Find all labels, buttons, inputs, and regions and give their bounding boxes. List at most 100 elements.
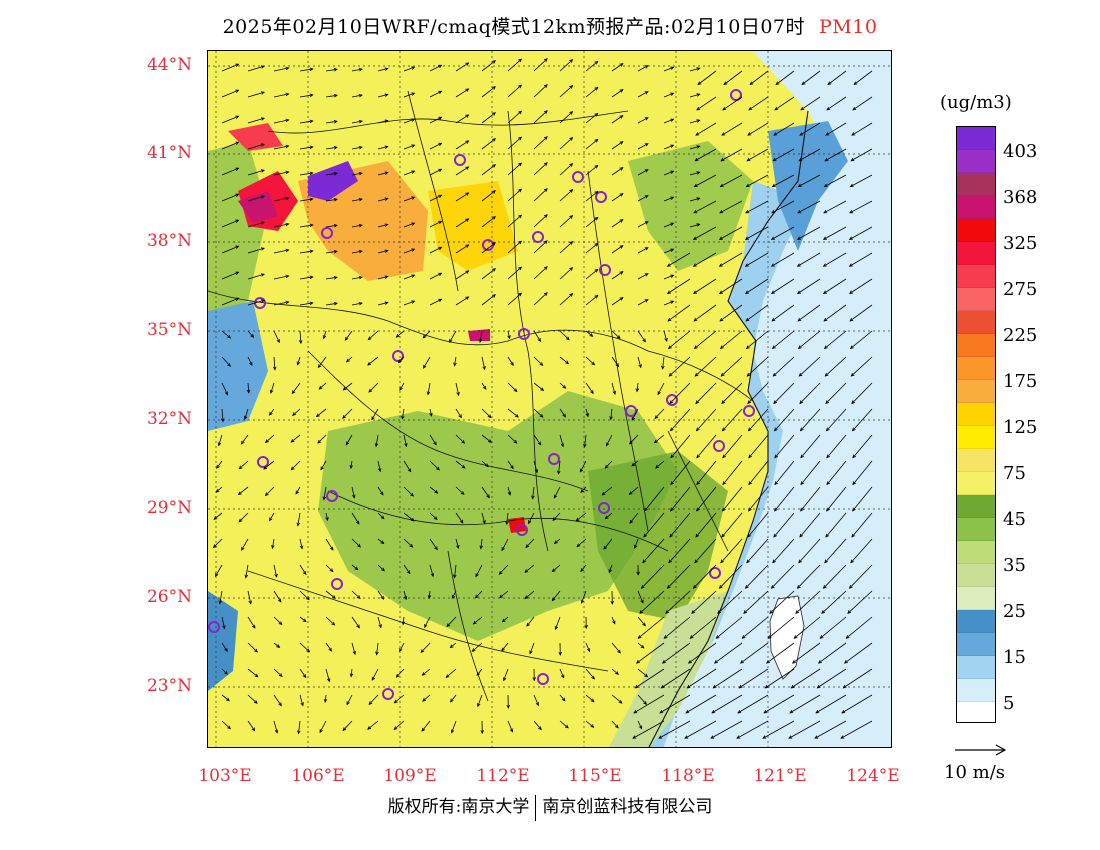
wind-arrowhead [465, 114, 470, 118]
wind-arrow [241, 434, 249, 445]
wind-arrowhead [644, 143, 649, 147]
wind-arrowhead [333, 145, 338, 150]
wind-arrow [748, 434, 769, 458]
wind-arrowhead [317, 364, 322, 369]
wind-arrowhead [465, 140, 470, 144]
wind-arrow [481, 60, 496, 72]
wind-arrow [669, 512, 691, 538]
colorbar-tick-368: 368 [1003, 187, 1038, 208]
wind-arrowhead [309, 145, 314, 150]
wind-arrow [694, 356, 717, 377]
wind-arrow [377, 146, 388, 150]
wind-arrowhead [543, 162, 548, 166]
wind-arrow [797, 304, 821, 322]
wind-arrow [455, 218, 469, 228]
wind-arrow [507, 266, 522, 280]
wind-arrowhead [273, 366, 277, 371]
wind-arrowhead [796, 236, 801, 240]
wind-arrowhead [333, 197, 338, 202]
wind-arrowhead [765, 660, 770, 664]
wind-arrowhead [426, 391, 431, 396]
wind-arrow [580, 486, 587, 493]
wind-arrowhead [594, 60, 599, 65]
wind-arrowhead [615, 724, 619, 729]
province-boundaries [208, 90, 754, 702]
wind-arrow [637, 273, 649, 280]
wind-arrow [585, 87, 599, 98]
wind-arrowhead [438, 116, 443, 121]
wind-arrow [477, 694, 483, 707]
wind-arrow [351, 590, 361, 599]
wind-arrow [368, 694, 379, 705]
wind-arrowhead [285, 170, 290, 175]
wind-arrowhead [438, 194, 443, 199]
magenta-region [238, 191, 278, 223]
wind-arrow [481, 294, 496, 306]
wind-arrowhead [488, 439, 492, 443]
wind-arrow [585, 165, 599, 176]
wind-arrow [403, 144, 415, 150]
wind-arrowhead [212, 544, 217, 549]
wind-arrowhead [371, 416, 375, 421]
green-region-southeast [588, 451, 728, 621]
wind-arrowhead [823, 209, 828, 214]
wind-arrow [221, 89, 239, 98]
wind-arrowhead [433, 516, 438, 521]
wind-arrow [533, 162, 548, 176]
wind-arrow [533, 330, 541, 342]
wind-arrow [507, 110, 522, 124]
wind-arrowhead [712, 684, 717, 689]
wind-arrow [429, 298, 442, 306]
city-marker [382, 688, 394, 700]
wind-arrow [377, 538, 384, 544]
wind-arrowhead [215, 572, 219, 577]
wind-arrowhead [616, 335, 621, 339]
wind-arrowhead [850, 372, 855, 377]
wind-arrow [558, 460, 561, 474]
wind-arrow [852, 460, 873, 485]
wind-arrow [368, 382, 379, 393]
wind-arrowhead [745, 209, 750, 214]
wind-arrowhead [565, 336, 570, 341]
wind-arrow [377, 460, 381, 472]
wind-arrow [421, 720, 431, 732]
wind-arrowhead [367, 726, 372, 730]
wind-arrow [377, 172, 388, 176]
wind-arrowhead [529, 650, 533, 655]
wind-arrowhead [438, 64, 443, 69]
wind-arrowhead [492, 242, 496, 246]
wind-arrowhead [235, 141, 240, 145]
wind-arrowhead [535, 702, 539, 707]
wind-arrow [631, 460, 639, 467]
wind-arrow [774, 96, 795, 111]
wind-arrowhead [553, 540, 558, 544]
wind-arrowhead [410, 517, 415, 522]
wind-arrow [739, 668, 769, 689]
wind-arrow [449, 330, 457, 343]
wind-arrowhead [692, 290, 697, 294]
wind-arrow [533, 58, 548, 72]
wind-arrow [611, 356, 619, 367]
wind-arrowhead [276, 644, 281, 648]
wind-arrowhead [852, 507, 856, 512]
wind-arrow [611, 297, 624, 306]
wind-arrow [611, 642, 621, 654]
wind-arrow [221, 245, 239, 254]
wind-arrow [693, 304, 717, 322]
wind-arrowhead [539, 413, 544, 418]
wind-arrow [693, 226, 717, 240]
wind-arrow [825, 122, 847, 136]
wind-arrow [451, 590, 457, 599]
wind-arrowhead [745, 345, 750, 350]
wind-arrowhead [395, 673, 400, 678]
wind-arrowhead [342, 727, 347, 732]
wind-arrow [746, 356, 769, 377]
wind-arrowhead [594, 216, 599, 221]
wind-arrowhead [746, 157, 751, 162]
wind-arrow [475, 564, 483, 577]
wind-arrow [221, 297, 239, 306]
wind-arrow [502, 616, 509, 623]
wind-arrow [637, 330, 646, 342]
wind-arrowhead [609, 416, 613, 421]
wind-arrowhead [664, 337, 668, 342]
